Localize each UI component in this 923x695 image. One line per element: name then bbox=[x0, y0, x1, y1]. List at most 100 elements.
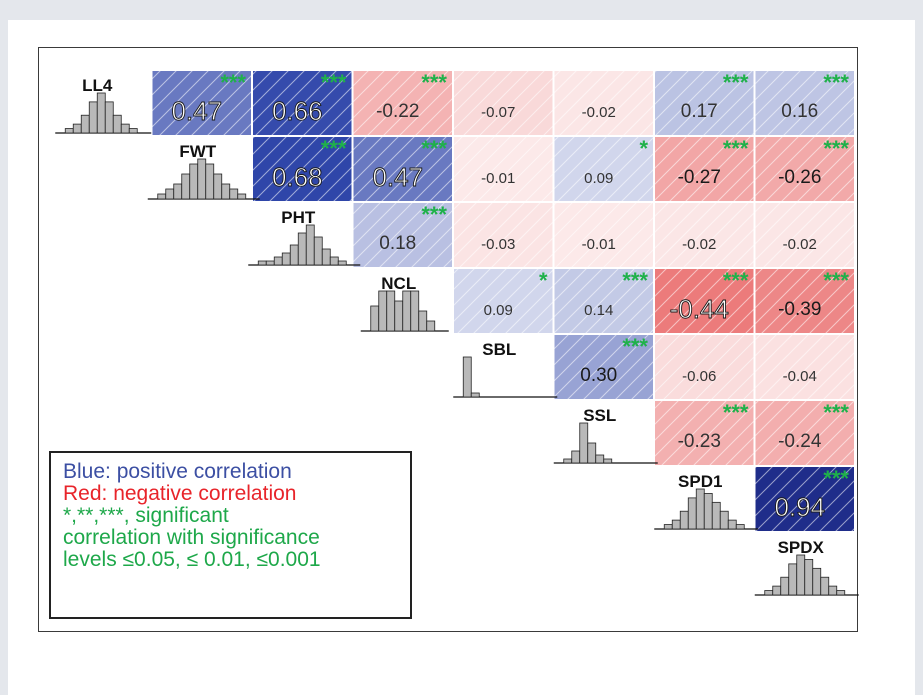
variable-label: NCL bbox=[381, 274, 416, 293]
significance-stars: *** bbox=[823, 466, 849, 491]
heatmap-cell: 0.14 *** bbox=[555, 268, 654, 333]
histogram-bar bbox=[672, 520, 680, 529]
cell-value: -0.01 bbox=[582, 236, 616, 253]
histogram-bar bbox=[821, 577, 829, 595]
cell-value: 0.47 bbox=[372, 162, 423, 192]
histogram-bar bbox=[330, 257, 338, 265]
significance-stars: *** bbox=[823, 70, 849, 95]
histogram-bar bbox=[65, 129, 73, 133]
cell-value: -0.24 bbox=[778, 431, 822, 452]
significance-stars: *** bbox=[823, 268, 849, 293]
heatmap-cell: -0.24*** bbox=[756, 400, 855, 465]
cell-value: 0.16 bbox=[781, 101, 818, 122]
histogram-bar bbox=[781, 577, 789, 595]
significance-stars: *** bbox=[321, 136, 347, 161]
heatmap-cell: -0.39*** bbox=[756, 268, 855, 333]
variable-label: SPDX bbox=[778, 538, 825, 557]
histogram-bar bbox=[471, 393, 479, 397]
significance-stars: *** bbox=[421, 70, 447, 95]
cell-value: 0.94 bbox=[774, 492, 825, 522]
histogram-bar bbox=[773, 586, 781, 595]
significance-stars: *** bbox=[723, 70, 749, 95]
heatmap-cell: 0.47*** bbox=[354, 136, 453, 201]
histogram-bar bbox=[720, 511, 728, 529]
cell-value: 0.09 bbox=[584, 170, 613, 187]
cell-value: 0.47 bbox=[171, 96, 222, 126]
histogram-bar bbox=[664, 525, 672, 529]
cell-hatch bbox=[555, 137, 654, 201]
cell-hatch bbox=[454, 203, 553, 267]
histogram bbox=[248, 225, 360, 265]
heatmap-cell: 0.47*** bbox=[153, 70, 252, 135]
histogram-bar bbox=[837, 591, 845, 595]
histogram-bar bbox=[206, 164, 214, 199]
cell-value: -0.04 bbox=[783, 368, 817, 385]
cell-hatch bbox=[655, 335, 754, 399]
histogram-bar bbox=[728, 520, 736, 529]
cell-value: 0.09 bbox=[484, 302, 513, 319]
histogram-bar bbox=[89, 102, 97, 133]
cell-value: 0.68 bbox=[272, 162, 323, 192]
cell-value: -0.27 bbox=[678, 167, 721, 188]
significance-stars: *** bbox=[622, 334, 648, 359]
histogram bbox=[755, 555, 859, 595]
significance-stars: *** bbox=[622, 268, 648, 293]
cell-value: -0.02 bbox=[682, 236, 716, 253]
histogram-bar bbox=[688, 498, 696, 529]
cell-value: 0.66 bbox=[272, 96, 323, 126]
heatmap-cell: 0.09 * bbox=[555, 136, 654, 201]
histogram-bar bbox=[736, 525, 744, 529]
cell-value: -0.26 bbox=[778, 167, 821, 188]
correlation-matrix-frame: 0.47 *** 0.66 *** -0.22 *** -0.07 -0.02 0.17 *** 0… bbox=[38, 47, 858, 632]
histogram-bar bbox=[704, 493, 712, 529]
cell-value: -0.07 bbox=[481, 104, 515, 121]
heatmap-cell: -0.03 bbox=[454, 203, 553, 267]
histogram bbox=[453, 357, 557, 397]
histogram-bar bbox=[158, 194, 166, 199]
histogram-bar bbox=[230, 189, 238, 199]
histogram-bar bbox=[712, 502, 720, 529]
cell-value: -0.03 bbox=[481, 236, 515, 253]
significance-stars: *** bbox=[823, 400, 849, 425]
cell-value: -0.23 bbox=[678, 431, 721, 452]
cell-value: 0.17 bbox=[681, 101, 718, 122]
histogram-bar bbox=[314, 237, 322, 265]
variable-label: LL4 bbox=[82, 76, 113, 95]
histogram-bar bbox=[198, 159, 206, 199]
heatmap-cell: -0.26*** bbox=[756, 136, 855, 201]
cell-value: -0.06 bbox=[682, 368, 716, 385]
histogram-bar bbox=[129, 129, 137, 133]
heatmap-cell: -0.02 bbox=[756, 203, 855, 267]
heatmap-cell: -0.01 bbox=[454, 137, 553, 201]
cell-value: -0.22 bbox=[376, 101, 419, 122]
heatmap-cell: 0.94*** bbox=[756, 466, 855, 531]
histogram bbox=[654, 489, 758, 529]
histogram-bar bbox=[379, 291, 387, 331]
histogram-bar bbox=[306, 225, 314, 265]
histogram-bar bbox=[298, 233, 306, 265]
histogram-bar bbox=[174, 184, 182, 199]
cell-value: -0.02 bbox=[582, 104, 616, 121]
histogram-bar bbox=[338, 261, 346, 265]
heatmap-cell: -0.22*** bbox=[354, 70, 453, 135]
histogram-bar bbox=[97, 93, 105, 133]
significance-stars: *** bbox=[723, 400, 749, 425]
heatmap-cell: 0.68*** bbox=[253, 136, 352, 201]
histogram-bar bbox=[403, 291, 411, 331]
heatmap-cell: 0.09 * bbox=[454, 268, 553, 333]
legend-negative: Red: negative correlation bbox=[63, 483, 410, 505]
histogram-bar bbox=[596, 455, 604, 463]
histogram-bar bbox=[274, 257, 282, 265]
legend-significance-3: levels ≤0.05, ≤ 0.01, ≤0.001 bbox=[63, 549, 410, 571]
histogram-bar bbox=[290, 245, 298, 265]
histogram-bar bbox=[121, 124, 129, 133]
cell-value: -0.01 bbox=[481, 170, 515, 187]
histogram-bar bbox=[214, 174, 222, 199]
cell-value: 0.30 bbox=[580, 365, 617, 386]
cell-value: -0.02 bbox=[783, 236, 817, 253]
histogram-bar bbox=[588, 443, 596, 463]
legend-box: Blue: positive correlation Red: negative… bbox=[49, 451, 412, 619]
heatmap-cell: -0.02 bbox=[555, 71, 654, 135]
significance-stars: *** bbox=[421, 202, 447, 227]
histogram-bar bbox=[113, 115, 121, 133]
